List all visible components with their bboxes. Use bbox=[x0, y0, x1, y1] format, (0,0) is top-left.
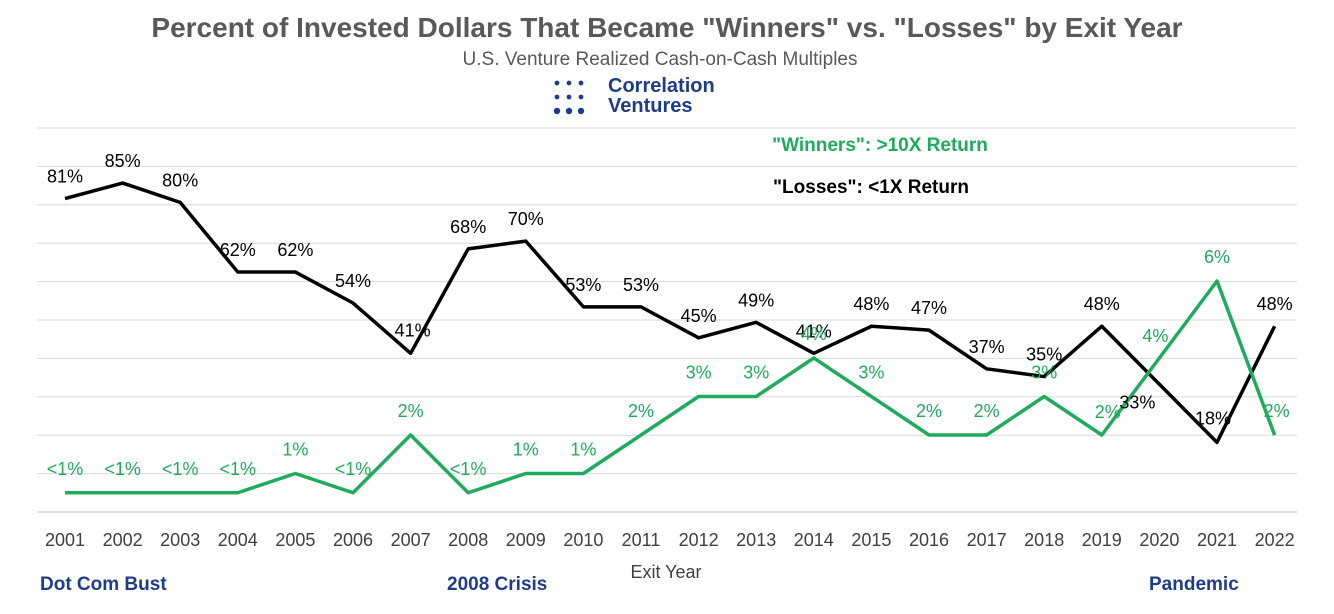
winners-series-line bbox=[65, 279, 1277, 495]
losses-data-label: 62% bbox=[220, 240, 256, 260]
winners-data-label: 6% bbox=[1204, 247, 1230, 267]
winners-data-label: <1% bbox=[335, 459, 372, 479]
losses-data-label: 68% bbox=[450, 217, 486, 237]
winners-data-label: 4% bbox=[801, 324, 827, 344]
winners-data-label: 2% bbox=[916, 401, 942, 421]
winners-data-label: 2% bbox=[1095, 402, 1121, 422]
losses-data-label: 41% bbox=[395, 320, 431, 340]
x-tick-label: 2013 bbox=[736, 530, 776, 550]
winners-data-label: 1% bbox=[513, 440, 539, 460]
losses-data-label: 53% bbox=[565, 275, 601, 295]
losses-data-label: 48% bbox=[1257, 294, 1293, 314]
correlation-ventures-logo: Correlation Ventures bbox=[552, 76, 752, 120]
x-tick-label: 2003 bbox=[160, 530, 200, 550]
x-tick-label: 2012 bbox=[679, 530, 719, 550]
x-tick-label: 2006 bbox=[333, 530, 373, 550]
x-tick-label: 2001 bbox=[45, 530, 85, 550]
losses-data-label: 47% bbox=[911, 298, 947, 318]
losses-data-label: 41% bbox=[796, 321, 832, 341]
losses-data-label: 70% bbox=[508, 209, 544, 229]
x-tick-label: 2007 bbox=[391, 530, 431, 550]
winners-data-label: 4% bbox=[1142, 326, 1168, 346]
winners-data-label: <1% bbox=[220, 459, 257, 479]
x-tick-label: 2021 bbox=[1197, 530, 1237, 550]
x-tick-label: 2015 bbox=[851, 530, 891, 550]
legend-winners: "Winners": >10X Return bbox=[772, 135, 988, 156]
losses-data-label: 33% bbox=[1119, 392, 1155, 412]
x-tick-label: 2010 bbox=[563, 530, 603, 550]
winners-data-label: 1% bbox=[282, 440, 308, 460]
winners-data-label: 2% bbox=[628, 401, 654, 421]
winners-data-label: 1% bbox=[570, 440, 596, 460]
x-tick-label: 2014 bbox=[794, 530, 834, 550]
chart-subtitle: U.S. Venture Realized Cash-on-Cash Multi… bbox=[462, 49, 858, 70]
losses-data-label: 48% bbox=[853, 294, 889, 314]
logo-dots-icon bbox=[553, 80, 585, 115]
losses-data-label: 35% bbox=[1026, 345, 1062, 365]
losses-data-label: 37% bbox=[969, 337, 1005, 357]
x-tick-label: 2009 bbox=[506, 530, 546, 550]
winners-data-label: 3% bbox=[1031, 363, 1057, 383]
losses-data-label: 53% bbox=[623, 275, 659, 295]
losses-data-label: 18% bbox=[1195, 408, 1231, 428]
annotation-pandemic: Pandemic bbox=[1149, 574, 1239, 595]
x-axis-title: Exit Year bbox=[630, 562, 701, 582]
x-tick-label: 2019 bbox=[1082, 530, 1122, 550]
winners-data-label: 3% bbox=[743, 363, 769, 383]
losses-series-line bbox=[64, 181, 1277, 445]
winners-data-label: <1% bbox=[450, 459, 487, 479]
winners-data-label: <1% bbox=[162, 459, 199, 479]
x-tick-label: 2011 bbox=[622, 530, 661, 550]
winners-data-label: 3% bbox=[858, 363, 884, 383]
logo-text: Correlation Ventures bbox=[608, 76, 715, 116]
losses-data-label: 80% bbox=[162, 170, 198, 190]
losses-data-label: 49% bbox=[738, 290, 774, 310]
winners-data-label: <1% bbox=[47, 459, 84, 479]
x-tick-label: 2004 bbox=[218, 530, 258, 550]
x-tick-label: 2020 bbox=[1139, 530, 1179, 550]
losses-data-label: 85% bbox=[105, 151, 141, 171]
winners-data-label: 2% bbox=[974, 401, 1000, 421]
x-tick-label: 2017 bbox=[967, 530, 1007, 550]
x-tick-label: 2018 bbox=[1024, 530, 1064, 550]
losses-data-label: 48% bbox=[1084, 294, 1120, 314]
logo-line-1: Correlation bbox=[608, 75, 715, 97]
x-tick-label: 2022 bbox=[1255, 530, 1295, 550]
losses-data-label: 45% bbox=[681, 306, 717, 326]
annotation-2008-crisis: 2008 Crisis bbox=[447, 574, 548, 595]
losses-data-label: 81% bbox=[47, 167, 83, 187]
losses-data-label: 62% bbox=[277, 240, 313, 260]
chart-title: Percent of Invested Dollars That Became … bbox=[151, 12, 1183, 43]
winners-data-label: 2% bbox=[1264, 401, 1290, 421]
winners-data-label: 3% bbox=[686, 363, 712, 383]
winners-data-label: <1% bbox=[104, 459, 141, 479]
x-tick-label: 2002 bbox=[103, 530, 143, 550]
losses-data-label: 54% bbox=[335, 271, 371, 291]
x-tick-label: 2005 bbox=[275, 530, 315, 550]
legend-losses: "Losses": <1X Return bbox=[773, 177, 969, 198]
winners-data-label: 2% bbox=[398, 401, 424, 421]
annotation-dot-com-bust: Dot Com Bust bbox=[40, 574, 167, 595]
logo-line-2: Ventures bbox=[608, 95, 693, 117]
x-tick-label: 2008 bbox=[448, 530, 488, 550]
x-tick-label: 2016 bbox=[909, 530, 949, 550]
